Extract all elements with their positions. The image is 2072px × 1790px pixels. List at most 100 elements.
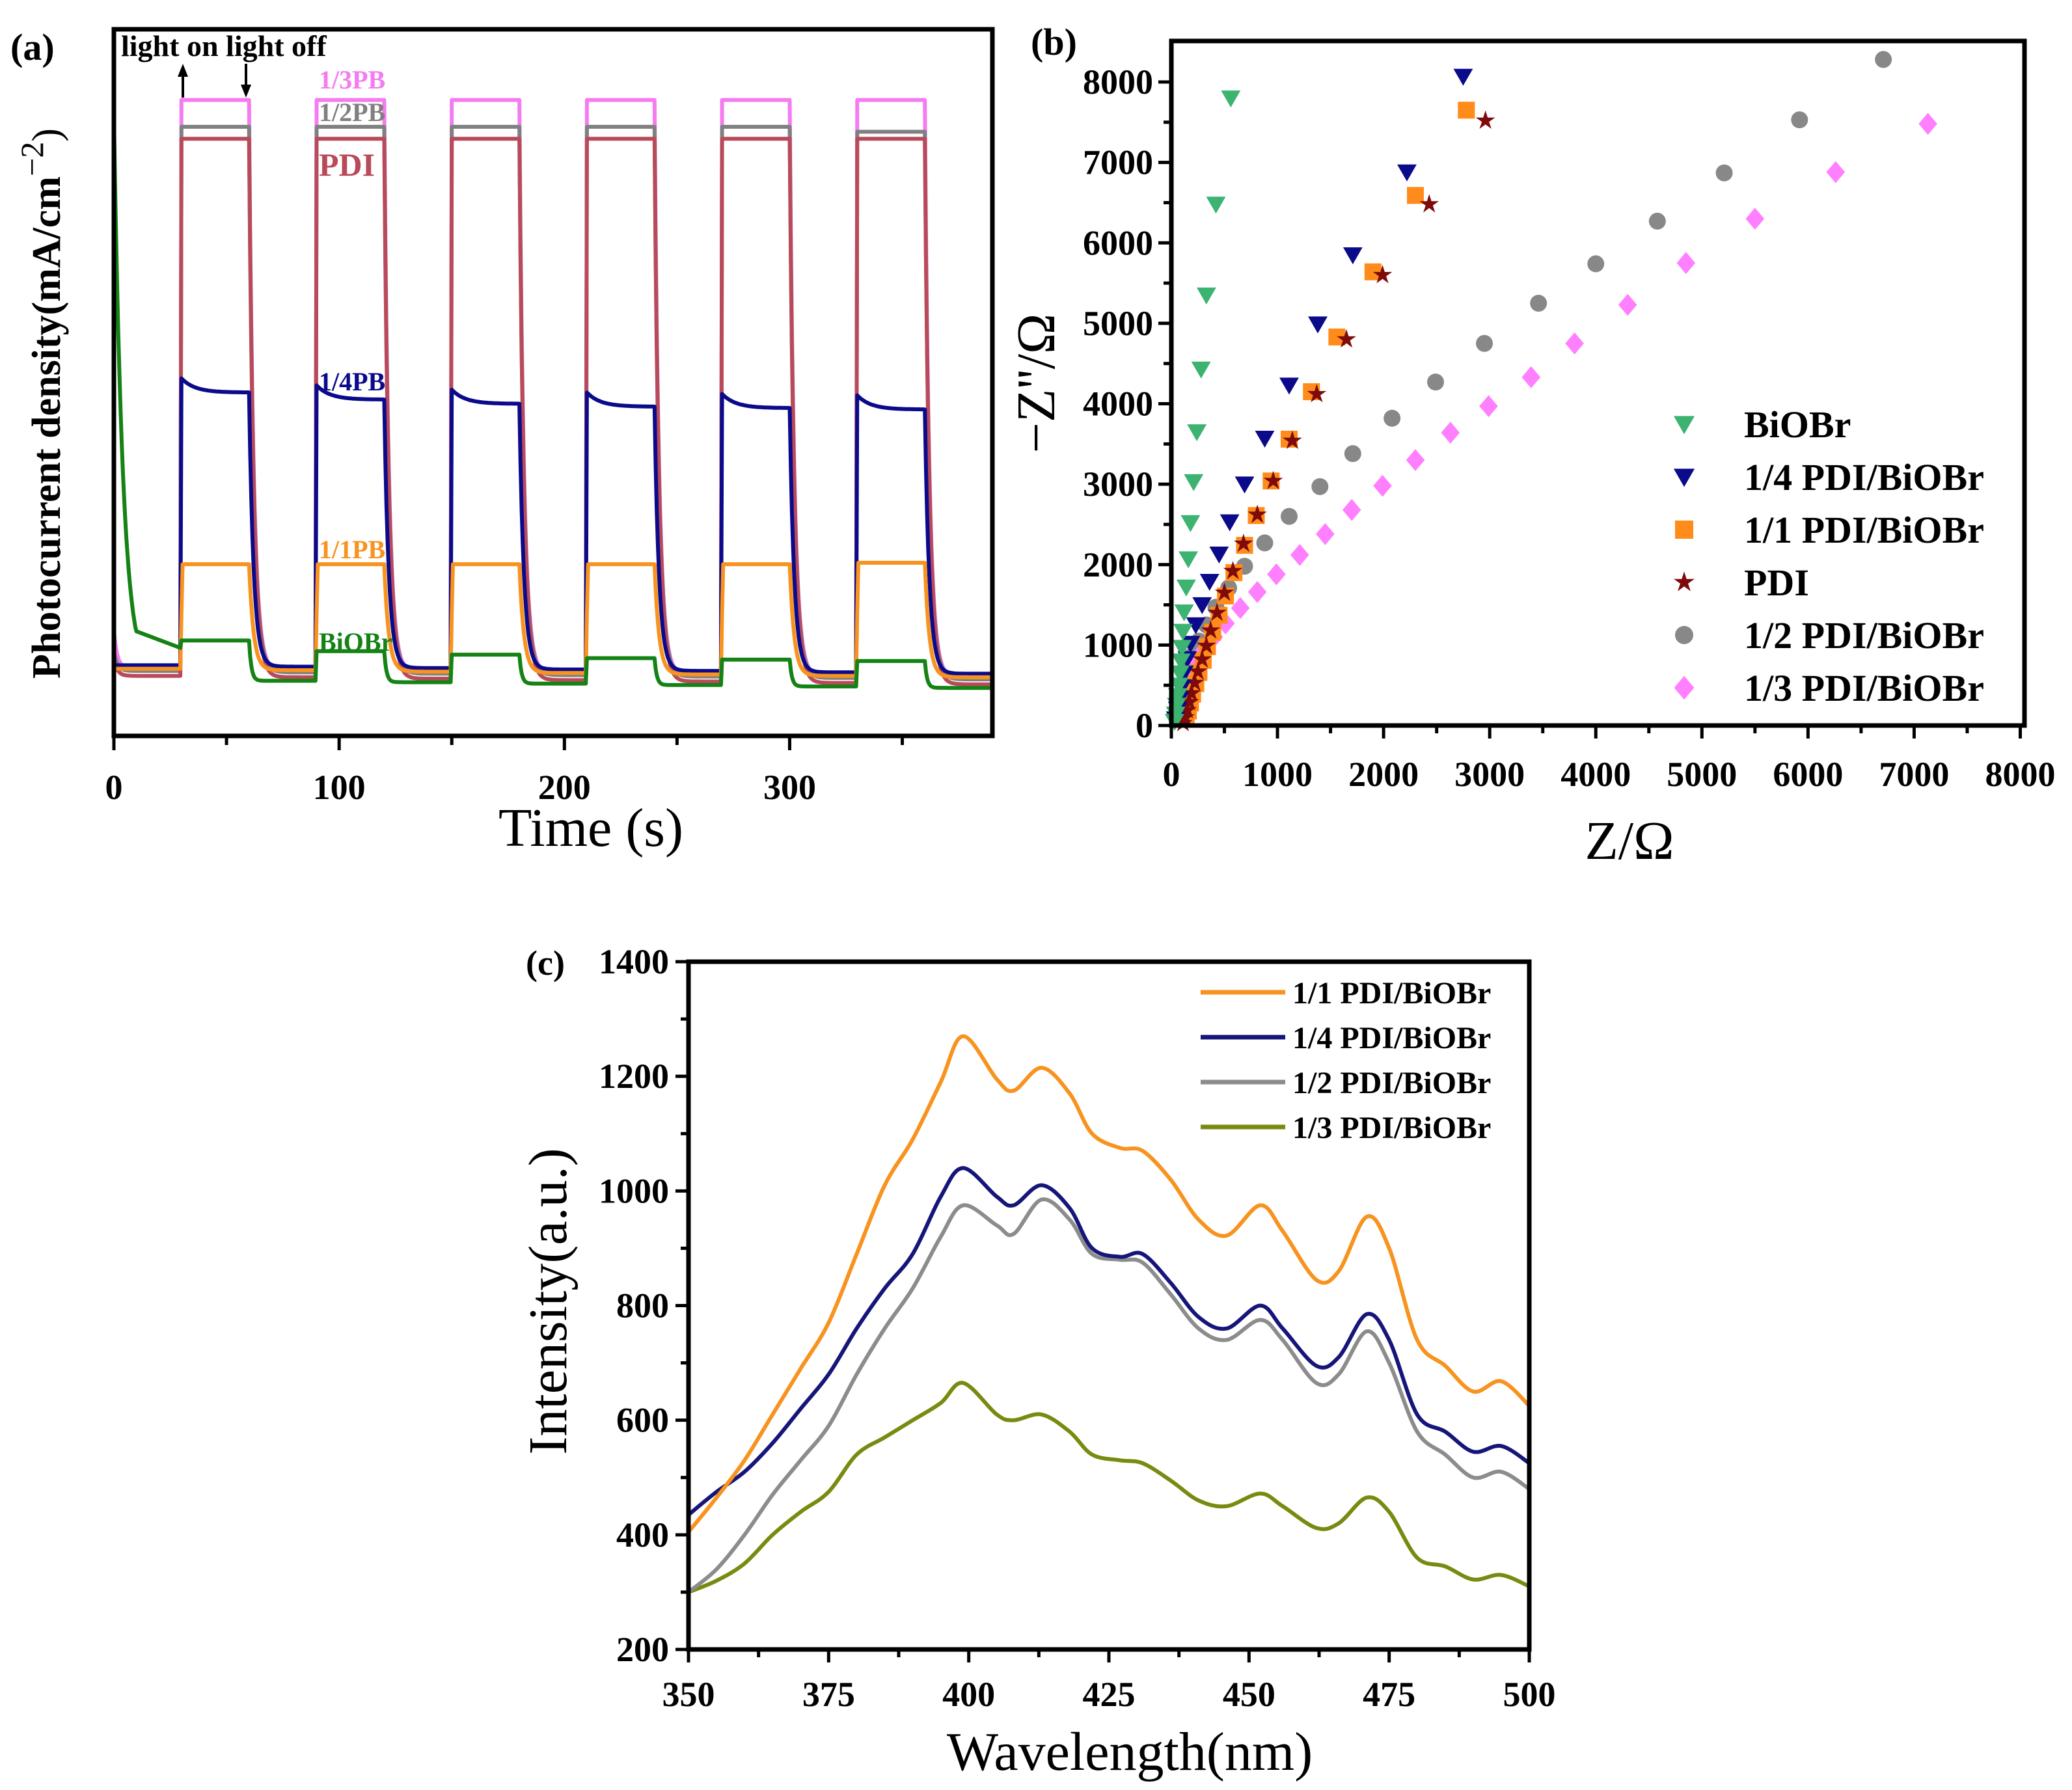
legend-marker-icon [1675, 626, 1693, 644]
x-tick-label: 0 [105, 768, 123, 807]
data-point [1191, 361, 1211, 379]
panel-b-axes: 0 1000 2000 3000 4000 5000 6000 7000 8000 0 1000 20… [1083, 62, 2055, 794]
legend-label: 1/2 PDI/BiOBr [1292, 1066, 1491, 1100]
panel-b-x-axis-title: Z/Ω [1585, 811, 1674, 871]
panel-b-points [1164, 51, 1937, 731]
data-point [1397, 164, 1417, 182]
x-tick-label: 3000 [1454, 755, 1525, 794]
x-tick-label: 4000 [1561, 755, 1631, 794]
data-point [1427, 373, 1445, 391]
series-line [687, 1381, 1531, 1594]
light-on-arrow-icon [178, 64, 188, 98]
data-point [1173, 623, 1193, 641]
data-point [1234, 534, 1253, 552]
legend-label: 1/2 PDI/BiOBr [1744, 614, 1984, 657]
data-point [1172, 640, 1192, 657]
y-tick-label: 200 [616, 1630, 669, 1669]
panel-b-legend: BiOBr 1/4 PDI/BiOBr 1/1 PDI/BiOBr PDI 1/2 PD… [1673, 403, 1984, 709]
series-line-1-1pb [113, 560, 994, 679]
x-tick-label: 450 [1223, 1675, 1275, 1714]
series-line [687, 1034, 1531, 1534]
panel-c-pl-spectra-chart: (c) 350 375 400 425 450 475 500 200 400 600 800 100… [518, 942, 1556, 1782]
x-tick-label: 475 [1363, 1675, 1415, 1714]
y-tick-label: 2000 [1083, 545, 1153, 584]
legend-marker-icon [1675, 521, 1693, 539]
data-point [1177, 699, 1197, 719]
legend-label: BiOBr [1744, 403, 1851, 446]
data-point [1231, 597, 1250, 619]
data-point [1207, 603, 1227, 621]
data-point [1280, 508, 1298, 525]
data-point [1316, 522, 1335, 545]
data-point [1283, 430, 1302, 449]
data-point [1184, 474, 1204, 491]
data-point [1221, 90, 1241, 108]
data-point [1453, 68, 1473, 86]
legend-label: 1/4 PDI/BiOBr [1292, 1021, 1491, 1055]
data-point [1918, 113, 1937, 135]
data-point [1875, 51, 1892, 68]
series-label: BiOBr [319, 627, 392, 657]
data-point [1176, 579, 1196, 597]
data-point [1373, 474, 1392, 497]
x-tick-label: 300 [763, 768, 816, 807]
x-tick-label: 375 [802, 1675, 855, 1714]
data-point [1175, 707, 1195, 726]
data-point [1311, 478, 1329, 495]
panel-a-photocurrent-chart: (a) 1/3PB 1/2PB PDI 1/4PB 1/1PB BiOBr light o… [10, 26, 995, 858]
data-point [1648, 212, 1666, 230]
x-tick-label: 500 [1503, 1675, 1556, 1714]
panel-a-series-labels: 1/3PB 1/2PB PDI 1/4PB 1/1PB BiOBr [319, 65, 392, 657]
y-tick-label: 600 [616, 1401, 669, 1440]
x-tick-label: 8000 [1985, 755, 2055, 794]
series-label: 1/3PB [319, 65, 385, 94]
series-label: PDI [319, 146, 375, 183]
series-line-1-4pb [113, 376, 994, 676]
data-point [1171, 653, 1191, 671]
light-off-arrow-icon [241, 64, 251, 98]
y-tick-label: 1000 [599, 1171, 669, 1210]
y-tick-label: 8000 [1083, 62, 1153, 102]
data-point [1530, 294, 1547, 312]
series-label: 1/1PB [319, 535, 385, 564]
y-tick-label: 7000 [1083, 143, 1153, 182]
y-tick-label: 0 [1136, 706, 1153, 745]
data-point [1618, 293, 1637, 316]
panel-b-y-axis-title: −Z''/Ω [1006, 314, 1067, 454]
y-tick-label: 4000 [1083, 385, 1153, 424]
panel-c-x-axis-title: Wavelength(nm) [947, 1722, 1313, 1782]
y-tick-label: 400 [616, 1515, 669, 1554]
data-point [1307, 384, 1327, 403]
panel-a-letter: (a) [10, 26, 55, 68]
y-tick-label: 800 [616, 1286, 669, 1325]
series-line-biobr [112, 114, 994, 690]
y-tick-label: 6000 [1083, 223, 1153, 262]
data-point [1521, 366, 1541, 388]
data-point [1182, 683, 1201, 702]
data-point [1458, 102, 1475, 119]
data-point [1419, 194, 1439, 213]
data-point [1406, 449, 1425, 471]
data-point [1187, 424, 1207, 442]
y-tick-label: 3000 [1083, 465, 1153, 504]
data-point [1223, 561, 1243, 580]
data-point [1587, 255, 1605, 273]
data-point [1192, 649, 1212, 668]
data-point [1263, 470, 1283, 489]
series-line [687, 1197, 1531, 1594]
panel-c-axes: 350 375 400 425 450 475 500 200 400 600 800 1000 120… [599, 942, 1556, 1714]
panel-a-x-axis: 0 100 200 300 [105, 736, 905, 807]
series-label: 1/4PB [319, 367, 385, 396]
x-tick-label: 1000 [1242, 755, 1313, 794]
data-point [1791, 111, 1808, 129]
data-point [1255, 431, 1275, 448]
y-tick-label: 5000 [1083, 304, 1153, 343]
data-point [1476, 334, 1493, 352]
y-tick-label: 1400 [599, 942, 669, 981]
data-point [1196, 287, 1216, 305]
x-tick-label: 6000 [1773, 755, 1843, 794]
data-point [1234, 476, 1255, 494]
data-point [1290, 544, 1309, 566]
data-point [1384, 409, 1401, 427]
